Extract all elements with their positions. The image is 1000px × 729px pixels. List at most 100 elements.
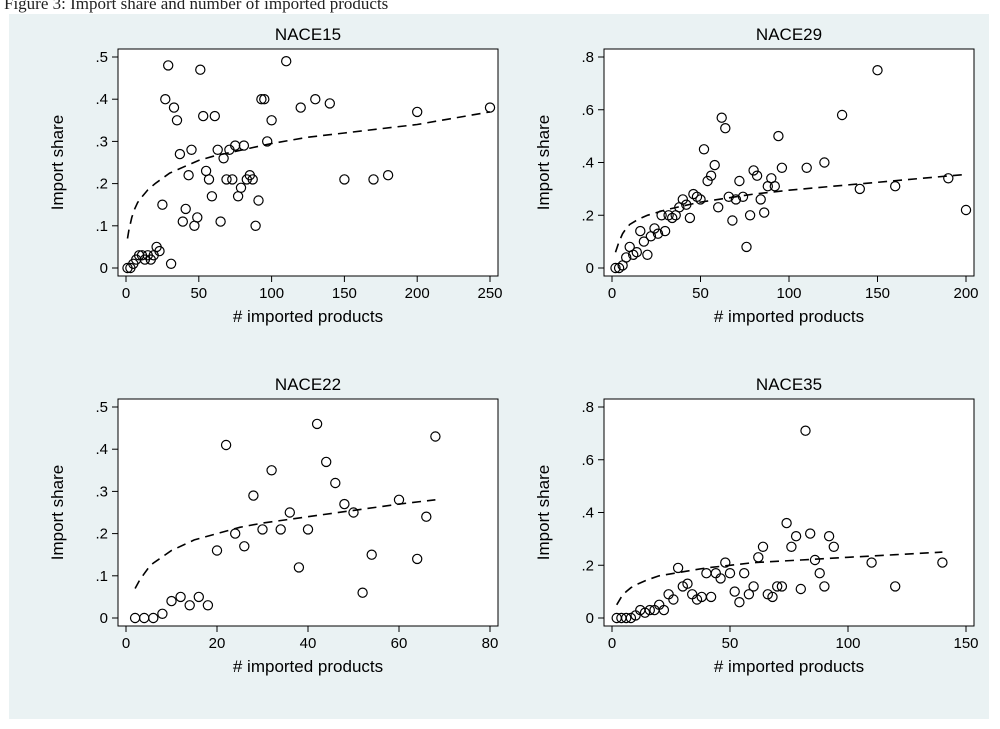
data-point xyxy=(220,439,232,451)
data-point xyxy=(209,110,220,122)
y-axis-label: Import share xyxy=(48,465,67,560)
y-tick-label: .2 xyxy=(581,557,594,574)
data-point xyxy=(253,195,264,206)
data-point xyxy=(484,102,496,113)
chart-1: NACE15 0 50 100 150 200 250 .5 .4 .3 .2 .1 0 # import… xyxy=(48,25,503,326)
data-point xyxy=(709,159,720,171)
x-tick-label: 40 xyxy=(300,635,317,652)
data-point xyxy=(698,144,710,155)
data-point xyxy=(266,115,277,126)
data-point xyxy=(635,225,646,237)
data-point xyxy=(759,207,770,218)
data-point xyxy=(716,112,727,123)
x-axis-label: # imported products xyxy=(233,307,383,326)
data-point xyxy=(667,212,678,224)
data-point xyxy=(890,581,901,592)
data-point xyxy=(357,587,368,598)
x-tick-label: 100 xyxy=(259,285,284,302)
data-point xyxy=(960,204,972,216)
data-point xyxy=(382,169,394,181)
data-point xyxy=(872,65,883,76)
x-tick-label: 0 xyxy=(608,635,616,652)
data-point xyxy=(682,578,693,589)
data-point xyxy=(723,191,735,202)
data-point xyxy=(412,553,423,565)
data-point xyxy=(235,182,247,193)
y-tick-label: .8 xyxy=(581,399,594,416)
chart-title: NACE29 xyxy=(756,25,822,44)
data-point xyxy=(652,228,664,239)
data-point xyxy=(162,60,174,71)
data-point xyxy=(221,174,232,185)
data-point xyxy=(776,162,788,173)
data-point xyxy=(677,194,689,205)
data-point xyxy=(786,541,797,553)
data-point xyxy=(672,562,684,574)
data-point xyxy=(663,210,674,221)
data-point xyxy=(638,236,650,247)
y-tick-label: .1 xyxy=(95,218,108,235)
data-point xyxy=(160,93,171,105)
data-point xyxy=(772,581,783,592)
plot-area xyxy=(603,48,975,277)
data-point xyxy=(713,202,724,213)
y-tick-label: .2 xyxy=(95,526,108,543)
x-tick-label: 0 xyxy=(122,285,130,302)
data-point xyxy=(741,241,752,253)
plot-area xyxy=(117,48,499,277)
data-point xyxy=(610,262,621,274)
data-point xyxy=(166,595,177,607)
chart-title: NACE22 xyxy=(275,375,341,394)
data-point xyxy=(828,541,840,553)
data-point xyxy=(730,194,742,205)
y-tick-label: 0 xyxy=(100,260,108,277)
data-point xyxy=(753,552,764,563)
data-point xyxy=(776,581,788,592)
x-tick-label: 150 xyxy=(953,635,978,652)
data-point xyxy=(688,188,699,200)
data-point xyxy=(727,215,738,226)
x-axis-label: # imported products xyxy=(233,657,383,676)
data-point xyxy=(215,216,226,227)
data-point xyxy=(330,477,341,489)
data-point xyxy=(866,557,877,568)
data-point xyxy=(218,153,229,164)
data-point xyxy=(195,64,206,75)
y-tick-label: 0 xyxy=(100,610,108,627)
data-point xyxy=(203,174,215,185)
data-point xyxy=(310,93,321,105)
data-point xyxy=(795,583,807,595)
data-point xyxy=(739,568,750,579)
data-point xyxy=(339,498,350,510)
y-tick-label: .6 xyxy=(581,102,594,119)
data-point xyxy=(174,148,186,160)
data-point xyxy=(649,223,660,234)
data-point xyxy=(295,102,306,113)
data-point xyxy=(321,456,332,468)
data-point xyxy=(227,174,238,185)
y-tick-label: .2 xyxy=(95,176,108,193)
data-point xyxy=(819,157,830,168)
data-point xyxy=(266,465,277,476)
data-point xyxy=(642,249,653,260)
data-point xyxy=(734,175,745,187)
data-point xyxy=(769,180,781,192)
data-point xyxy=(168,102,180,113)
y-tick-label: .6 xyxy=(581,452,594,469)
chart-2: NACE29 0 50 100 150 200 .8 .6 .4 .2 0 # imported pr… xyxy=(534,25,979,326)
data-point xyxy=(281,56,292,67)
data-point xyxy=(734,597,745,608)
data-point xyxy=(715,573,726,584)
y-axis-label: Import share xyxy=(48,115,67,210)
data-point xyxy=(729,586,740,597)
data-point xyxy=(681,199,692,210)
data-point xyxy=(275,524,286,535)
chart-3: NACE22 0 20 40 60 80 .5 .4 .3 .2 .1 0 # imported pro… xyxy=(48,375,499,676)
data-point xyxy=(748,165,759,176)
data-point xyxy=(621,612,632,624)
data-point xyxy=(854,183,866,195)
data-point xyxy=(705,170,717,181)
data-point xyxy=(421,511,432,522)
data-point xyxy=(184,600,195,611)
x-tick-label: 100 xyxy=(776,285,801,302)
